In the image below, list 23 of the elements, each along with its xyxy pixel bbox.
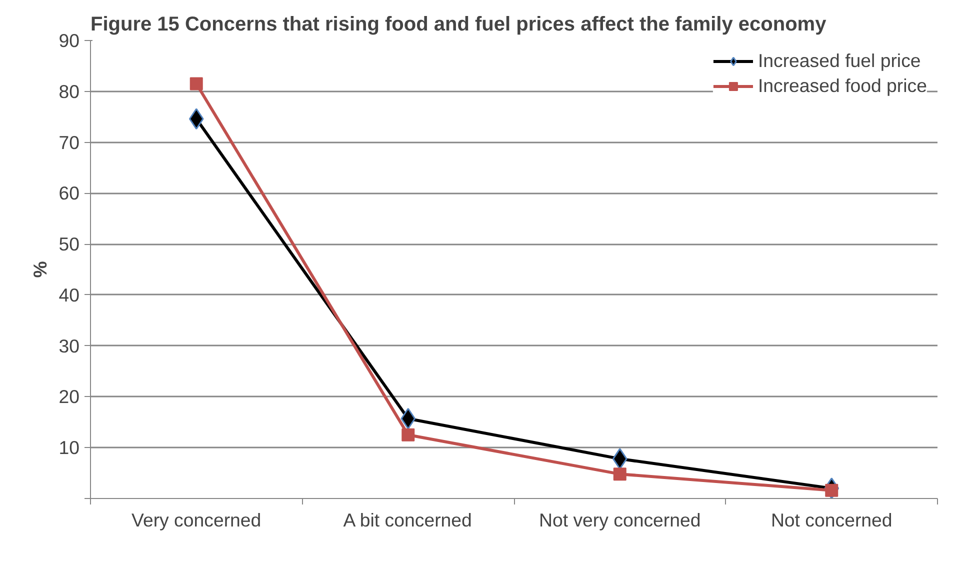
x-tick-label: Not very concerned: [538, 510, 701, 530]
point: [613, 468, 626, 481]
y-tick-label: 30: [58, 335, 80, 356]
x-tick-label: Not concerned: [770, 510, 892, 530]
x-tick-label: Very concerned: [132, 510, 262, 530]
legend-label: Increased fuel price: [758, 50, 921, 72]
legend-label: Increased food price: [758, 75, 927, 97]
y-tick-label: 10: [58, 437, 80, 458]
chart-title: Figure 15 Concerns that rising food and fuel prices affect the family economy: [90, 14, 828, 36]
y-tick-label: 60: [58, 182, 80, 204]
point: [400, 408, 416, 430]
point: [612, 448, 628, 470]
point: [188, 108, 204, 130]
y-tick-label: 40: [58, 284, 80, 306]
y-tick-label: 90: [58, 30, 80, 51]
y-tick-label: 50: [58, 234, 80, 255]
point: [402, 428, 415, 442]
point: [190, 77, 203, 90]
y-axis-title: %: [30, 260, 51, 278]
y-tick-label: 20: [58, 386, 80, 408]
x-tick-label: A bit concerned: [343, 510, 472, 530]
y-tick-label: 70: [58, 132, 80, 153]
y-tick-label: 80: [58, 80, 80, 102]
